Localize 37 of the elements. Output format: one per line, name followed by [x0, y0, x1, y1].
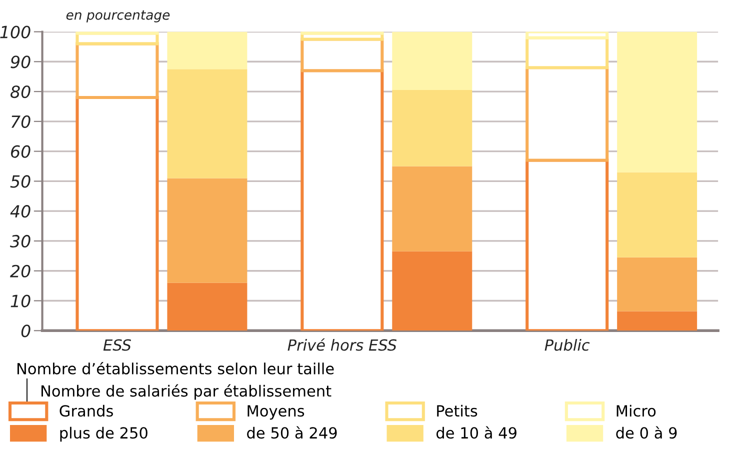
x-tick-label: ESS	[103, 339, 131, 351]
legend-label: plus de 250	[60, 426, 148, 442]
y-tick-label: 80	[10, 85, 30, 98]
bar	[617, 172, 698, 258]
y-tick-label: 10	[10, 294, 30, 308]
legend-label: Petits	[437, 404, 478, 417]
legend-label: de 10 à 49	[436, 426, 516, 439]
legend-label: Grands	[60, 404, 113, 417]
y-tick-label: 20	[10, 264, 30, 278]
legend-label: de 0 à 9	[616, 426, 677, 439]
y-tick-label: 60	[11, 145, 30, 158]
bar	[617, 257, 698, 312]
y-axis-title: en pourcentage	[66, 10, 170, 22]
y-tick-label: 50	[10, 175, 30, 188]
bar	[392, 166, 472, 252]
bar	[392, 32, 472, 90]
bar	[167, 282, 248, 331]
legend-title: Nombre d’établissements selon leur taille	[18, 362, 334, 374]
x-tick-label: Public	[544, 338, 590, 351]
y-tick-label: 0	[21, 324, 30, 338]
bar	[167, 69, 248, 178]
bar	[167, 32, 248, 70]
y-tick-label: 90	[10, 56, 30, 68]
legend-label: Moyens	[248, 405, 304, 420]
bar	[392, 90, 472, 166]
bar	[617, 32, 698, 172]
y-tick-label: 70	[12, 115, 30, 128]
x-tick-label: Privé hors ESS	[288, 338, 397, 351]
text: Nombre de salariés par établissement	[42, 384, 332, 400]
y-tick-label: 40	[10, 205, 30, 218]
bar	[392, 251, 472, 331]
legend-label: de 50 à 249	[247, 426, 337, 439]
bar	[617, 311, 698, 331]
y-tick-label: 100	[0, 26, 30, 38]
y-tick-label: 30	[10, 234, 30, 248]
legend-label: Micro	[616, 404, 656, 417]
bar	[167, 178, 248, 283]
